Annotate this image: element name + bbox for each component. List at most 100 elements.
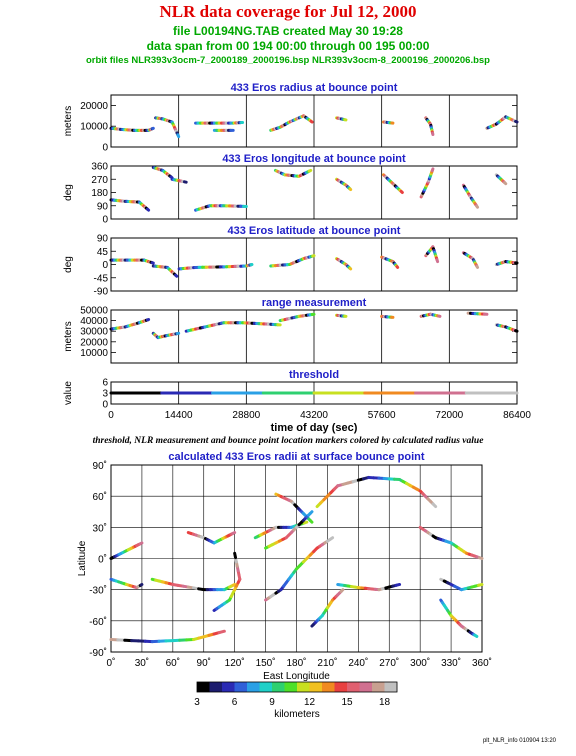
data-mark xyxy=(348,187,353,192)
map-y-tick-label: 60˚ xyxy=(93,491,107,503)
y-tick-label: 270 xyxy=(91,175,108,186)
map-x-tick-label: 60˚ xyxy=(166,657,180,669)
colorbar-label: kilometers xyxy=(274,709,320,720)
colorbar-swatch xyxy=(309,682,323,692)
map-title: calculated 433 Eros radii at surface bou… xyxy=(168,451,424,463)
map-x-tick-label: 210˚ xyxy=(317,657,337,669)
map-track-mark xyxy=(231,531,237,535)
colorbar-swatch xyxy=(259,682,273,692)
x-tick-label: 86400 xyxy=(503,410,531,421)
data-mark xyxy=(169,175,174,180)
panel-title: range measurement xyxy=(262,297,367,309)
map-x-tick-label: 360˚ xyxy=(472,657,492,669)
footer-note: plt_NLR_info 010904 13:20 xyxy=(482,738,556,744)
x-axis-label: time of day (sec) xyxy=(271,422,358,434)
data-mark xyxy=(430,167,435,173)
map-y-tick-label: 90˚ xyxy=(93,460,107,472)
map-track-mark xyxy=(217,629,226,635)
colorbar-swatch xyxy=(209,682,223,692)
colorbar-tick-label: 15 xyxy=(341,697,353,708)
x-tick-label: 14400 xyxy=(165,410,193,421)
colorbar-swatch xyxy=(334,682,348,692)
orbit-line: orbit files NLR393v3ocm-7_2000189_200019… xyxy=(85,55,490,66)
map-x-tick-label: 0˚ xyxy=(107,657,116,669)
y-axis-label: deg xyxy=(63,256,74,273)
map-y-tick-label: -90˚ xyxy=(89,647,107,659)
data-mark xyxy=(176,133,181,139)
map-x-tick-label: 30˚ xyxy=(135,657,149,669)
colorbar-tick-label: 12 xyxy=(304,697,316,708)
map-y-tick-label: 30˚ xyxy=(93,522,107,534)
map-x-tick-label: 330˚ xyxy=(441,657,461,669)
y-tick-label: 180 xyxy=(91,188,108,199)
figure-caption: threshold, NLR measurement and bounce po… xyxy=(92,436,484,446)
map-y-axis-label: Latitude xyxy=(77,540,88,576)
y-tick-label: 90 xyxy=(97,234,109,245)
map-x-tick-label: 120˚ xyxy=(225,657,245,669)
map-track-mark xyxy=(328,536,335,541)
map-x-tick-label: 300˚ xyxy=(410,657,430,669)
map-track-mark xyxy=(139,582,144,587)
colorbar-swatch xyxy=(372,682,385,692)
panel-title: 433 Eros radius at bounce point xyxy=(231,82,398,94)
x-tick-label: 57600 xyxy=(368,410,396,421)
y-axis-label: deg xyxy=(63,184,74,201)
y-tick-label: -45 xyxy=(94,273,109,284)
y-tick-label: 0 xyxy=(102,260,108,271)
y-tick-label: 0 xyxy=(102,215,108,226)
data-mark xyxy=(475,264,480,269)
data-mark xyxy=(145,207,151,212)
y-tick-label: 20000 xyxy=(80,101,108,112)
data-mark xyxy=(307,168,313,173)
data-mark xyxy=(309,119,314,124)
data-mark xyxy=(395,265,400,269)
y-axis-label: value xyxy=(63,381,74,405)
map-track-mark xyxy=(477,556,484,560)
panel-title: 433 Eros latitude at bounce point xyxy=(228,225,401,237)
map-track-mark xyxy=(138,541,144,546)
map-y-tick-label: -30˚ xyxy=(89,585,107,597)
map-track-mark xyxy=(302,520,309,525)
x-tick-label: 28800 xyxy=(232,410,260,421)
colorbar-swatch xyxy=(359,682,373,692)
colorbar-swatch xyxy=(297,682,310,692)
y-tick-label: 6 xyxy=(102,378,108,389)
panel-title: threshold xyxy=(289,369,339,381)
map-track-mark xyxy=(308,510,314,515)
x-tick-label: 43200 xyxy=(300,410,328,421)
y-tick-label: 30000 xyxy=(80,327,108,338)
data-mark xyxy=(435,258,440,264)
colorbar-swatch xyxy=(284,682,298,692)
y-tick-label: 20000 xyxy=(80,337,108,348)
y-tick-label: 10000 xyxy=(80,122,108,133)
y-tick-label: 0 xyxy=(102,143,108,154)
map-track-mark xyxy=(477,582,484,587)
colorbar-frame xyxy=(196,681,398,693)
colorbar-tick-label: 3 xyxy=(194,697,200,708)
y-tick-label: -90 xyxy=(94,287,109,298)
y-tick-label: 3 xyxy=(102,389,108,400)
colorbar-swatch xyxy=(222,682,235,692)
span-line: data span from 00 194 00:00 through 00 1… xyxy=(146,39,430,53)
colorbar-tick-label: 18 xyxy=(379,697,391,708)
page-title: NLR data coverage for Jul 12, 2000 xyxy=(159,2,417,21)
map-x-tick-label: 270˚ xyxy=(379,657,399,669)
file-line: file L00194NG.TAB created May 30 19:28 xyxy=(173,24,403,38)
colorbar-tick-label: 6 xyxy=(232,697,238,708)
colorbar-swatch xyxy=(247,682,260,692)
map-track-mark xyxy=(474,634,479,638)
y-axis-label: meters xyxy=(63,321,74,352)
colorbar-swatch xyxy=(347,682,360,692)
map-x-tick-label: 240˚ xyxy=(348,657,368,669)
data-mark xyxy=(174,273,179,278)
map-track-mark xyxy=(231,582,237,587)
map-x-tick-label: 180˚ xyxy=(286,657,306,669)
y-tick-label: 360 xyxy=(91,162,108,173)
y-tick-label: 10000 xyxy=(80,348,108,359)
map-x-axis-label: East Longitude xyxy=(263,671,330,682)
data-mark xyxy=(514,119,519,124)
x-tick-label: 72000 xyxy=(435,410,463,421)
colorbar-swatch xyxy=(384,682,398,692)
data-mark xyxy=(514,329,519,333)
